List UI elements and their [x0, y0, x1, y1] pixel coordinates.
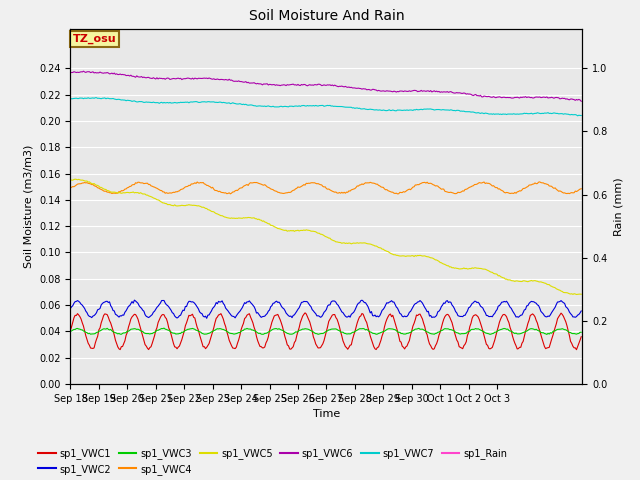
sp1_VWC5 — [71, 176, 79, 182]
sp1_VWC6 — [67, 70, 74, 75]
sp1_VWC7 — [67, 96, 74, 101]
Text: TZ_osu: TZ_osu — [73, 34, 116, 44]
sp1_VWC7 — [472, 110, 479, 116]
sp1_VWC4 — [461, 187, 469, 192]
sp1_Rain — [577, 381, 585, 387]
sp1_Rain — [363, 381, 371, 387]
Legend: sp1_VWC1, sp1_VWC2, sp1_VWC3, sp1_VWC4, sp1_VWC5, sp1_VWC6, sp1_VWC7, sp1_Rain: sp1_VWC1, sp1_VWC2, sp1_VWC3, sp1_VWC4, … — [35, 444, 511, 479]
sp1_VWC2 — [365, 307, 373, 312]
sp1_VWC7 — [93, 95, 100, 101]
Line: sp1_VWC2: sp1_VWC2 — [70, 300, 581, 318]
sp1_VWC4 — [472, 181, 479, 187]
sp1_VWC1 — [577, 334, 585, 340]
sp1_VWC6 — [577, 98, 585, 104]
sp1_VWC2 — [106, 299, 113, 305]
Line: sp1_VWC5: sp1_VWC5 — [70, 179, 581, 294]
sp1_Rain — [421, 381, 429, 387]
sp1_VWC1 — [364, 324, 372, 330]
sp1_VWC5 — [67, 177, 74, 183]
sp1_VWC4 — [363, 180, 371, 186]
sp1_VWC3 — [160, 325, 168, 331]
sp1_VWC4 — [536, 179, 543, 185]
Line: sp1_VWC3: sp1_VWC3 — [70, 328, 581, 335]
sp1_VWC3 — [461, 331, 469, 336]
Title: Soil Moisture And Rain: Soil Moisture And Rain — [248, 10, 404, 24]
sp1_VWC3 — [106, 327, 113, 333]
sp1_VWC2 — [131, 297, 138, 303]
sp1_VWC2 — [577, 308, 585, 314]
sp1_VWC6 — [364, 87, 372, 93]
sp1_VWC4 — [394, 191, 401, 197]
sp1_VWC5 — [422, 253, 430, 259]
sp1_VWC7 — [461, 109, 469, 115]
sp1_Rain — [106, 381, 113, 387]
sp1_VWC5 — [536, 279, 543, 285]
sp1_VWC5 — [577, 291, 585, 297]
sp1_Rain — [470, 381, 478, 387]
Y-axis label: Rain (mm): Rain (mm) — [613, 177, 623, 236]
sp1_VWC1 — [67, 327, 74, 333]
sp1_Rain — [67, 381, 74, 387]
Line: sp1_VWC4: sp1_VWC4 — [70, 182, 581, 194]
Line: sp1_VWC6: sp1_VWC6 — [70, 71, 581, 101]
sp1_VWC7 — [574, 113, 582, 119]
sp1_VWC7 — [577, 113, 585, 119]
sp1_VWC6 — [461, 90, 469, 96]
sp1_VWC3 — [577, 329, 585, 335]
sp1_VWC2 — [423, 309, 431, 314]
X-axis label: Time: Time — [313, 409, 340, 419]
sp1_Rain — [534, 381, 542, 387]
sp1_VWC3 — [67, 328, 74, 334]
sp1_VWC4 — [537, 180, 545, 185]
sp1_VWC5 — [472, 265, 479, 271]
sp1_VWC5 — [107, 189, 115, 195]
sp1_VWC1 — [536, 328, 543, 334]
sp1_VWC1 — [422, 329, 430, 335]
sp1_VWC2 — [473, 300, 481, 305]
sp1_VWC3 — [422, 328, 430, 334]
sp1_VWC1 — [301, 310, 309, 316]
Line: sp1_VWC1: sp1_VWC1 — [70, 313, 581, 350]
sp1_VWC4 — [67, 185, 74, 191]
sp1_VWC4 — [422, 180, 430, 186]
sp1_VWC5 — [364, 241, 372, 247]
sp1_VWC7 — [364, 107, 372, 112]
sp1_VWC3 — [472, 325, 479, 331]
sp1_VWC7 — [422, 106, 430, 112]
sp1_VWC2 — [537, 309, 545, 314]
sp1_VWC7 — [536, 110, 543, 116]
sp1_VWC3 — [543, 332, 550, 337]
sp1_VWC6 — [536, 94, 543, 100]
sp1_VWC4 — [577, 186, 585, 192]
sp1_VWC1 — [573, 347, 580, 353]
sp1_VWC2 — [203, 315, 211, 321]
sp1_VWC5 — [573, 291, 580, 297]
sp1_VWC6 — [79, 68, 87, 74]
sp1_VWC1 — [106, 318, 113, 324]
sp1_VWC6 — [107, 71, 115, 76]
Y-axis label: Soil Moisture (m3/m3): Soil Moisture (m3/m3) — [24, 144, 33, 268]
sp1_VWC3 — [364, 327, 372, 333]
sp1_VWC6 — [472, 92, 479, 97]
sp1_VWC7 — [107, 96, 115, 102]
sp1_Rain — [460, 381, 468, 387]
sp1_VWC5 — [461, 266, 469, 272]
sp1_VWC2 — [463, 310, 470, 316]
sp1_VWC3 — [536, 328, 543, 334]
sp1_VWC4 — [106, 190, 113, 195]
sp1_VWC2 — [67, 306, 74, 312]
sp1_VWC6 — [422, 88, 430, 94]
Line: sp1_VWC7: sp1_VWC7 — [70, 98, 581, 116]
sp1_VWC1 — [461, 341, 469, 347]
sp1_VWC1 — [472, 312, 479, 318]
